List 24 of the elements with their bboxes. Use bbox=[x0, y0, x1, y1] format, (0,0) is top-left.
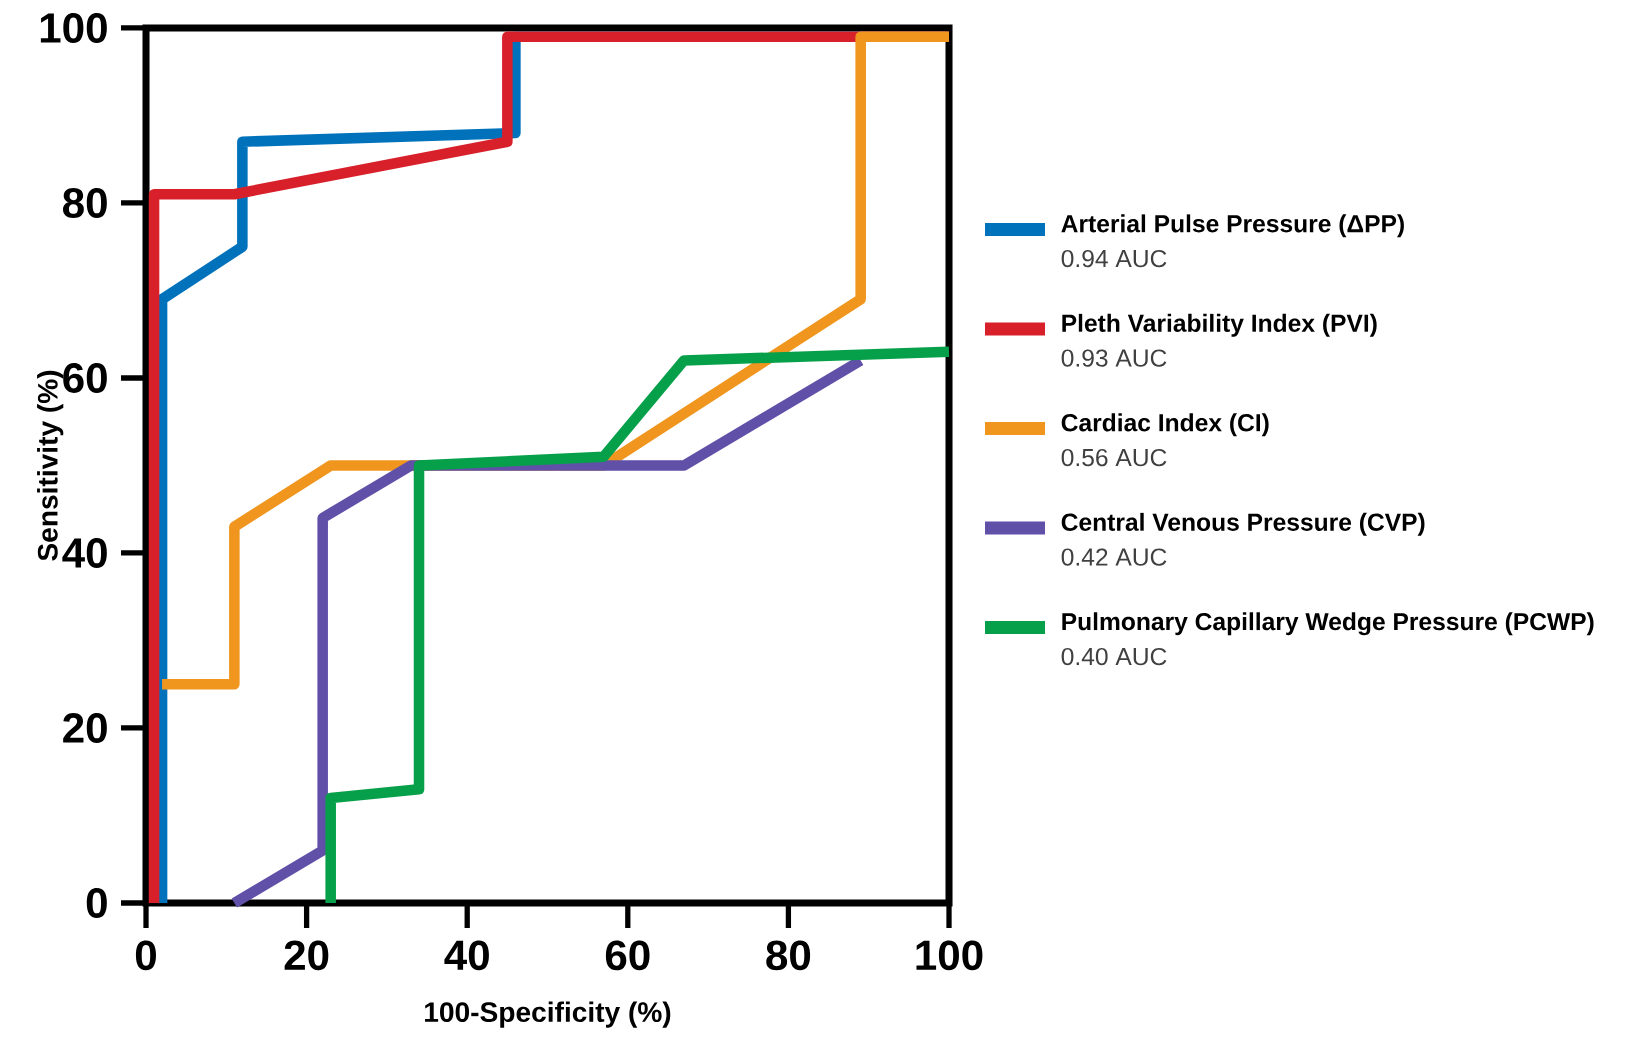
legend-label: Pulmonary Capillary Wedge Pressure (PCWP) bbox=[1062, 612, 1594, 636]
y-tick-label: 100 bbox=[40, 13, 107, 43]
y-tick-label: 80 bbox=[63, 188, 107, 218]
y-tick-label: 20 bbox=[63, 713, 107, 743]
x-tick-label: 20 bbox=[284, 940, 329, 971]
text: 0.56 AUC bbox=[1061, 448, 1167, 467]
y-tick-label: 60 bbox=[63, 363, 107, 393]
text: 0.94 AUC bbox=[1061, 249, 1167, 268]
x-tick-label: 60 bbox=[605, 940, 650, 971]
legend-label: Arterial Pulse Pressure (ΔPP) bbox=[1061, 214, 1404, 238]
y-axis-title: Sensitivity (%) bbox=[37, 370, 64, 561]
text: 0.93 AUC bbox=[1061, 349, 1167, 367]
legend-label: Pleth Variability Index (PVI) bbox=[1062, 313, 1377, 337]
x-axis-title: 100-Specificity (%) bbox=[425, 1001, 671, 1028]
legend-label: Central Venous Pressure (CVP) bbox=[1061, 512, 1425, 536]
text: 0.40 AUC bbox=[1061, 647, 1167, 666]
x-tick-label: 0 bbox=[135, 940, 156, 971]
x-tick-label: 80 bbox=[766, 940, 811, 971]
x-tick-label: 40 bbox=[444, 940, 489, 971]
y-tick-label: 40 bbox=[62, 538, 107, 568]
text: 0.42 AUC bbox=[1061, 548, 1167, 566]
y-tick-label: 0 bbox=[86, 888, 107, 918]
legend-label: Cardiac Index (CI) bbox=[1061, 413, 1269, 437]
x-tick-label: 100 bbox=[916, 940, 983, 971]
